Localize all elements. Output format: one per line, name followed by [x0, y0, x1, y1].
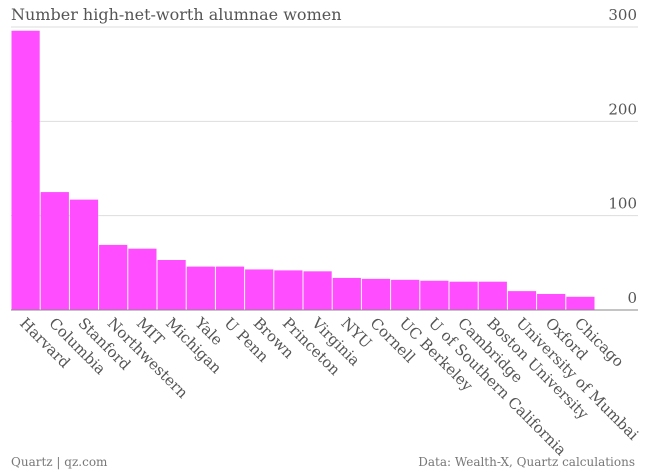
bar-boston-university: [478, 281, 507, 310]
bars: [11, 30, 595, 310]
bar-nyu: [332, 277, 361, 310]
bar-mit: [128, 248, 157, 310]
bar-u-penn: [215, 266, 245, 310]
y-tick-label: 100: [608, 195, 637, 213]
footer-credit: Quartz | qz.com: [11, 455, 108, 469]
bar-stanford: [69, 199, 99, 310]
bar-northwestern: [99, 244, 128, 310]
bar-uc-berkeley: [391, 279, 420, 310]
chart-title: Number high-net-worth alumnae women: [11, 5, 342, 24]
bar-brown: [245, 269, 274, 310]
footer-source: Data: Wealth-X, Quartz calculations: [418, 455, 635, 469]
y-tick-label: 300: [608, 6, 637, 24]
bar-princeton: [274, 270, 303, 310]
bar-cornell: [361, 278, 391, 310]
bar-virginia: [303, 271, 332, 310]
axes: 0 100 200 300: [11, 6, 638, 311]
bar-yale: [186, 266, 215, 310]
category-labels: HarvardColumbiaStanfordNorthwesternMITMi…: [16, 313, 642, 459]
gridlines: [11, 26, 638, 217]
bar-michigan: [157, 260, 186, 310]
bar-cambridge: [449, 281, 478, 310]
bar-harvard: [11, 30, 40, 310]
bar-chicago: [566, 296, 595, 310]
bar-u-of-southern-california: [420, 280, 449, 310]
y-tick-label: 0: [627, 289, 637, 307]
bar-university-of-mumbai: [507, 291, 537, 310]
bar-oxford: [537, 293, 566, 310]
y-tick-label: 200: [608, 100, 637, 118]
bar-columbia: [40, 192, 69, 310]
